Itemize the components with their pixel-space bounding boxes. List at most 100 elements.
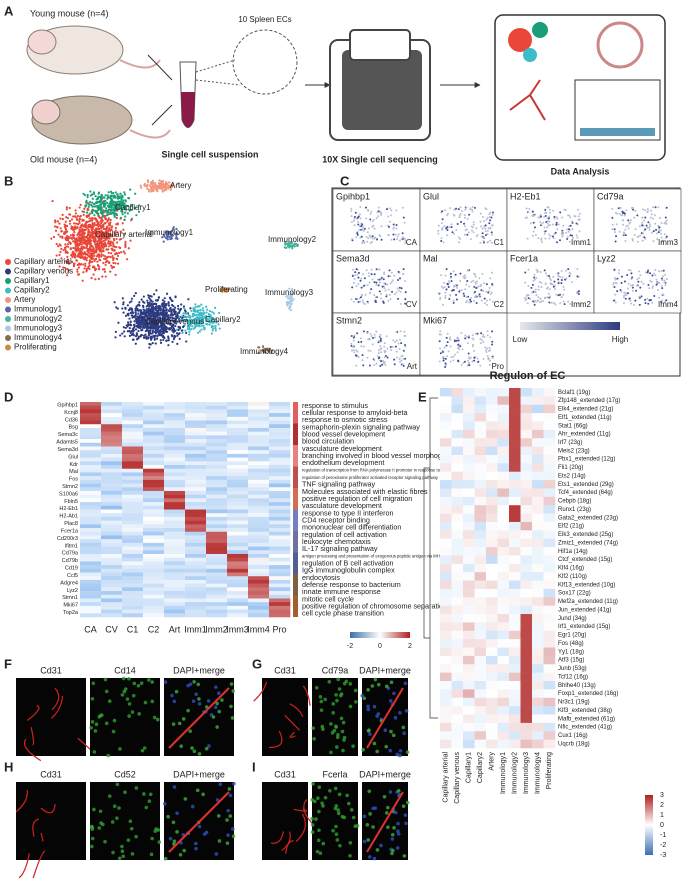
cell xyxy=(135,214,138,217)
cell xyxy=(208,310,212,313)
heat-cell xyxy=(227,483,249,488)
cell xyxy=(464,337,467,340)
heat-cell xyxy=(206,405,228,410)
label: Pbx1_extended (12g) xyxy=(558,457,615,463)
heat-cell xyxy=(543,655,556,665)
cell xyxy=(99,247,102,250)
cell xyxy=(471,206,474,209)
heat-cell xyxy=(520,664,533,673)
heat-cell xyxy=(101,528,123,533)
cell xyxy=(108,204,111,208)
heat-cell xyxy=(101,594,123,599)
cell xyxy=(445,344,448,347)
heat-cell xyxy=(497,488,510,498)
cell xyxy=(455,207,458,210)
heat-cell xyxy=(164,431,186,436)
heat-cell xyxy=(164,490,186,495)
heat-cell xyxy=(101,583,123,588)
cell xyxy=(399,338,402,341)
cell xyxy=(175,328,179,331)
cell xyxy=(115,245,118,249)
cell xyxy=(76,270,79,273)
heat-cell xyxy=(440,454,452,464)
heat-cell xyxy=(164,450,186,455)
cell xyxy=(192,308,196,311)
heat-cell xyxy=(543,722,556,732)
cell xyxy=(555,293,558,296)
cell xyxy=(152,310,155,313)
cell xyxy=(82,210,86,213)
cell xyxy=(148,184,151,187)
cell xyxy=(87,225,91,229)
heat-cell xyxy=(497,630,510,640)
label: Proliferating xyxy=(546,752,553,789)
heat-cell xyxy=(143,561,165,566)
cell xyxy=(87,254,90,257)
cell xyxy=(387,288,390,291)
heat-cell xyxy=(101,613,123,618)
cell xyxy=(91,232,94,235)
cell xyxy=(170,319,173,322)
label: H2-Ab1 xyxy=(59,514,78,520)
heat-cell xyxy=(143,479,165,484)
cell xyxy=(613,268,616,271)
cell xyxy=(142,323,146,327)
heat-cell xyxy=(227,505,249,510)
label: Stmn1 xyxy=(62,595,78,601)
heat-cell xyxy=(486,630,498,640)
label: -1 xyxy=(660,832,666,839)
heat-cell xyxy=(248,483,270,488)
cell xyxy=(641,239,644,242)
heat-cell xyxy=(451,664,464,673)
cell xyxy=(479,241,482,244)
cell xyxy=(469,297,472,300)
cell xyxy=(658,270,661,273)
cell xyxy=(620,282,623,285)
heat-cell xyxy=(532,505,544,514)
cell xyxy=(120,251,123,254)
cell xyxy=(129,331,132,334)
cell xyxy=(544,237,547,240)
heat-cell xyxy=(451,722,464,732)
cell xyxy=(360,340,363,343)
heat-cell xyxy=(122,498,144,503)
heat-cell xyxy=(486,454,498,464)
heat-cell xyxy=(185,565,207,570)
cell xyxy=(632,284,635,287)
cell xyxy=(619,212,622,215)
cell xyxy=(145,307,148,311)
heat-cell xyxy=(532,731,544,740)
cell xyxy=(476,332,479,335)
cell-signal xyxy=(125,697,130,701)
heat-cell xyxy=(164,598,186,603)
heat-cell xyxy=(520,697,533,707)
cell xyxy=(357,271,360,274)
cell xyxy=(367,272,370,275)
cell xyxy=(486,299,489,302)
cell xyxy=(546,219,549,222)
heat-cell xyxy=(122,446,144,451)
cell xyxy=(68,219,72,223)
cell xyxy=(113,207,116,210)
cell xyxy=(148,305,151,308)
heat-cell xyxy=(451,421,464,431)
heat-cell xyxy=(227,502,249,507)
cell xyxy=(99,235,102,238)
cell xyxy=(388,293,391,296)
cell xyxy=(78,238,81,241)
heat-cell xyxy=(497,388,510,397)
cell xyxy=(172,319,175,322)
cell xyxy=(655,283,658,286)
label: 10X Single cell sequencing xyxy=(322,154,438,164)
legend-dot xyxy=(5,316,11,322)
cell xyxy=(661,287,664,290)
cell xyxy=(356,233,359,236)
cell-signal xyxy=(103,677,108,682)
heat-cell xyxy=(80,568,102,573)
heat-cell xyxy=(101,520,123,525)
heat-cell xyxy=(80,583,102,588)
heat-cell xyxy=(509,597,521,606)
heat-cell xyxy=(101,516,123,521)
cell xyxy=(524,297,527,300)
cell xyxy=(367,338,370,341)
